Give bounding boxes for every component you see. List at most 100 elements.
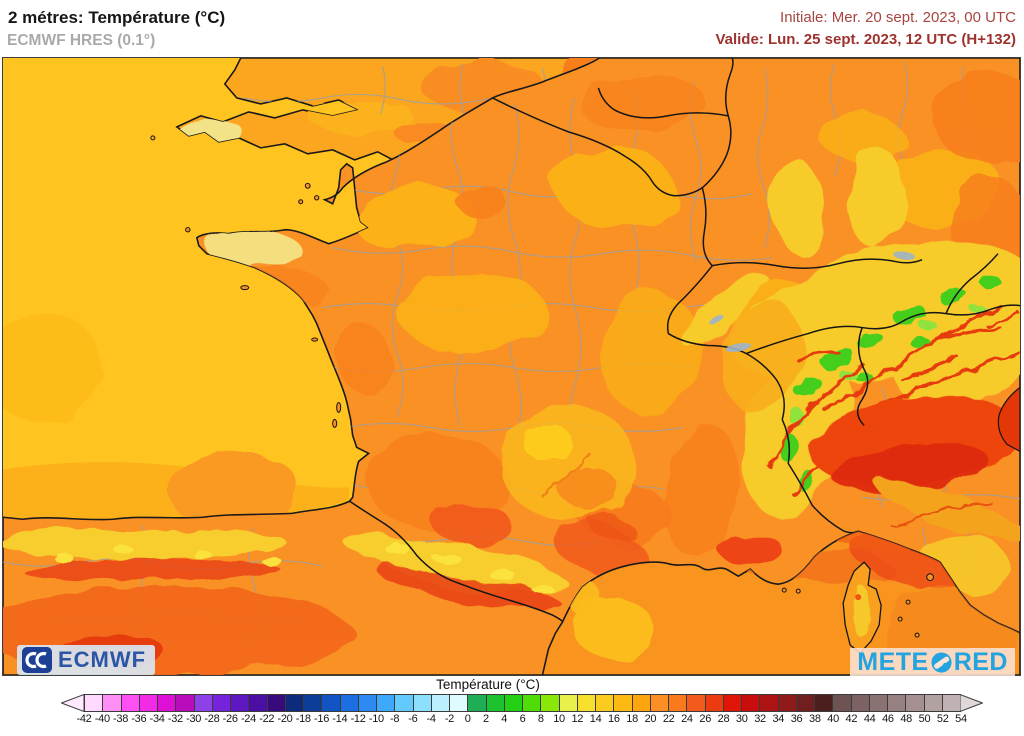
colorbar-cell (193, 694, 213, 712)
corsica-island (842, 561, 882, 654)
colorbar-cell (430, 694, 450, 712)
land-temperature-patches (208, 72, 1020, 578)
colorbar-cell (230, 694, 250, 712)
colorbar-cell (923, 694, 943, 712)
colorbar-cell (613, 694, 633, 712)
colorbar-tick: -16 (314, 713, 330, 725)
sea-adriatic (997, 386, 1020, 453)
colorbar-tick: 42 (845, 713, 858, 725)
colorbar-tick: 4 (501, 713, 508, 725)
colorbar-cell (412, 694, 432, 712)
colorbar-cell (722, 694, 742, 712)
colorbar-cell (741, 694, 761, 712)
colorbar-cell (303, 694, 323, 712)
colorbar-tick: -2 (444, 713, 454, 725)
colorbar-cell (759, 694, 779, 712)
colorbar-cell (321, 694, 341, 712)
colorbar-cell (211, 694, 231, 712)
colorbar-tick: -12 (350, 713, 366, 725)
colorbar-cell (248, 694, 268, 712)
colorbar-tick: 36 (790, 713, 803, 725)
colorbar-cell (686, 694, 706, 712)
colorbar-cell (540, 694, 560, 712)
colorbar-cell (84, 694, 104, 712)
colorbar-cell (576, 694, 596, 712)
colorbar-tick: -40 (94, 713, 110, 725)
colorbar-cell (120, 694, 140, 712)
colorbar-tick: -8 (390, 713, 400, 725)
colorbar-cell (339, 694, 359, 712)
colorbar-tick: 46 (882, 713, 894, 725)
colorbar-tick: 6 (519, 713, 526, 725)
colorbar-tick: -24 (240, 713, 256, 725)
colorbar-tick: 48 (900, 713, 913, 725)
colorbar-cell (266, 694, 286, 712)
meteored-o-icon (931, 651, 952, 673)
country-borders (349, 58, 1020, 624)
colorbar-right-arrow-icon (960, 694, 983, 712)
colorbar-tick: 10 (553, 713, 565, 725)
map-canvas (3, 58, 1020, 675)
colorbar-tick: -42 (76, 713, 92, 725)
meteored-logo-text-prefix: METE (857, 647, 929, 676)
colorbar-cell (284, 694, 304, 712)
colorbar-cell (503, 694, 523, 712)
colorbar-cell (777, 694, 797, 712)
colorbar-cell (941, 694, 961, 712)
colorbar-cell (394, 694, 414, 712)
colorbar-tick: 26 (699, 713, 712, 725)
colorbar-tick: 12 (571, 713, 584, 725)
colorbar-cell (558, 694, 578, 712)
valid-datetime: Valide: Lun. 25 sept. 2023, 12 UTC (H+13… (715, 31, 1016, 48)
colorbar-tick: 40 (827, 713, 839, 725)
colorbar-ticks: -42 -40 -38 -36 -34 -32 -30 -28 -26 -24 -22 -20 -18-… (77, 713, 968, 728)
colorbar-tick: 22 (662, 713, 675, 725)
colorbar-left-arrow-icon (61, 694, 84, 712)
colorbar-tick: -6 (408, 713, 418, 725)
small-islands (185, 182, 934, 638)
colorbar-tick: 44 (863, 713, 876, 725)
colorbar-cell (357, 694, 377, 712)
colorbar-tick: -22 (259, 713, 275, 725)
colorbar-tick: -34 (149, 713, 165, 725)
colorbar-tick: -20 (277, 713, 293, 725)
map-title: 2 métres: Température (°C) (8, 8, 226, 27)
colorbar-tick: -36 (131, 713, 147, 725)
colorbar-cell (887, 694, 907, 712)
colorbar-cell (649, 694, 669, 712)
sea-warm-patches (3, 312, 350, 534)
colorbar-tick: 8 (537, 713, 544, 725)
colorbar-tick: 50 (918, 713, 931, 725)
init-datetime: Initiale: Mer. 20 sept. 2023, 00 UTC (780, 9, 1016, 26)
colorbar-cell (868, 694, 888, 712)
alpine-lakes (709, 251, 916, 353)
colorbar-tick: 34 (772, 713, 785, 725)
colorbar-cells (84, 694, 961, 712)
colorbar-tick: 28 (717, 713, 730, 725)
colorbar-title: Température (°C) (436, 677, 540, 692)
colorbar-tick: 54 (955, 713, 967, 725)
ecmwf-emblem-icon (22, 647, 52, 673)
colorbar-cell (102, 694, 122, 712)
colorbar-tick: -26 (222, 713, 238, 725)
colorbar-cell (376, 694, 396, 712)
colorbar-tick: 20 (644, 713, 657, 725)
colorbar-cell (522, 694, 542, 712)
colorbar-cell (832, 694, 852, 712)
colorbar-tick: 38 (809, 713, 821, 725)
ecmwf-logo: ECMWF (17, 645, 156, 675)
colorbar-cell (704, 694, 724, 712)
colorbar-tick: -4 (426, 713, 436, 725)
colorbar-cell (157, 694, 177, 712)
colorbar-tick: 32 (754, 713, 766, 725)
colorbar-cell (905, 694, 925, 712)
colorbar-tick: 14 (589, 713, 602, 725)
colorbar-tick: 16 (608, 713, 620, 725)
colorbar-tick: 18 (626, 713, 638, 725)
colorbar-tick: 24 (681, 713, 693, 725)
ecmwf-logo-text: ECMWF (58, 647, 147, 672)
model-subtitle: ECMWF HRES (0.1°) (7, 32, 156, 49)
colorbar-tick: 30 (735, 713, 748, 725)
colorbar-tick: -10 (368, 713, 384, 725)
